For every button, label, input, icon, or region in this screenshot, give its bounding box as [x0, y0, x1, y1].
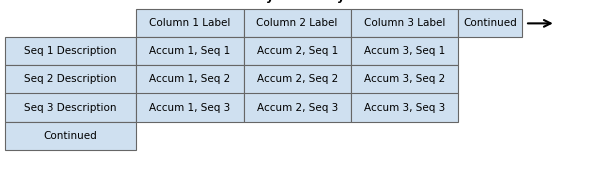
Text: Accum 2, Seq 3: Accum 2, Seq 3: [256, 103, 338, 113]
Text: Column 2 Label: Column 2 Label: [256, 18, 338, 28]
FancyBboxPatch shape: [244, 65, 351, 94]
Text: Column 1 Label: Column 1 Label: [149, 18, 231, 28]
Text: Accum 3, Seq 3: Accum 3, Seq 3: [364, 103, 445, 113]
Text: Accum 3, Seq 2: Accum 3, Seq 2: [364, 74, 445, 84]
Text: Accum 1, Seq 2: Accum 1, Seq 2: [149, 74, 231, 84]
FancyBboxPatch shape: [244, 9, 351, 37]
FancyBboxPatch shape: [5, 94, 136, 122]
FancyBboxPatch shape: [351, 9, 458, 37]
FancyBboxPatch shape: [136, 9, 244, 37]
FancyBboxPatch shape: [136, 94, 244, 122]
FancyBboxPatch shape: [136, 37, 244, 65]
Text: Continued: Continued: [44, 131, 97, 141]
FancyBboxPatch shape: [136, 65, 244, 94]
Text: Seq 2 Description: Seq 2 Description: [24, 74, 117, 84]
FancyBboxPatch shape: [458, 9, 522, 37]
Text: Seq 1 Description: Seq 1 Description: [24, 46, 117, 56]
FancyBboxPatch shape: [351, 37, 458, 65]
FancyBboxPatch shape: [244, 37, 351, 65]
FancyBboxPatch shape: [351, 94, 458, 122]
Text: Accum 1, Seq 3: Accum 1, Seq 3: [149, 103, 231, 113]
Text: Pay Summary: Pay Summary: [249, 0, 345, 3]
FancyBboxPatch shape: [351, 65, 458, 94]
Text: Continued: Continued: [463, 18, 517, 28]
Text: Column 3 Label: Column 3 Label: [364, 18, 445, 28]
Text: Accum 3, Seq 1: Accum 3, Seq 1: [364, 46, 445, 56]
FancyBboxPatch shape: [5, 65, 136, 94]
Text: Accum 1, Seq 1: Accum 1, Seq 1: [149, 46, 231, 56]
Text: Seq 3 Description: Seq 3 Description: [24, 103, 117, 113]
Text: Accum 2, Seq 1: Accum 2, Seq 1: [256, 46, 338, 56]
FancyBboxPatch shape: [5, 122, 136, 150]
FancyBboxPatch shape: [244, 94, 351, 122]
FancyBboxPatch shape: [5, 37, 136, 65]
Text: Accum 2, Seq 2: Accum 2, Seq 2: [256, 74, 338, 84]
